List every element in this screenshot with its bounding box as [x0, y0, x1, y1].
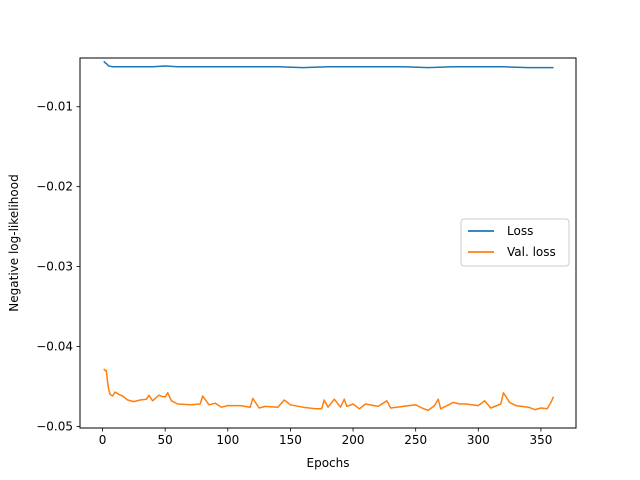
x-tick-label: 150	[279, 433, 302, 447]
series-layer	[103, 60, 555, 412]
y-tick-label: −0.02	[36, 180, 73, 194]
x-tick-label: 250	[404, 433, 427, 447]
series-line-loss	[103, 60, 554, 69]
y-tick-label: −0.04	[36, 339, 73, 353]
y-tick-label: −0.01	[36, 100, 73, 114]
y-axis: −0.05 −0.04 −0.03 −0.02 −0.01	[36, 100, 80, 433]
axes-frame	[79, 57, 577, 429]
y-tick-label: −0.03	[36, 260, 73, 274]
x-axis: 0 50 100 150 200 250 300 350	[99, 428, 552, 447]
series-line-val-loss	[103, 368, 555, 412]
x-tick-label: 100	[216, 433, 239, 447]
x-tick-label: 200	[342, 433, 365, 447]
y-axis-label: Negative log-likelihood	[7, 174, 21, 311]
x-tick-label: 50	[158, 433, 173, 447]
y-tick-label: −0.05	[36, 419, 73, 433]
legend: Loss Val. loss	[460, 218, 570, 267]
x-tick-label: 300	[467, 433, 490, 447]
x-axis-label: Epochs	[307, 456, 350, 470]
x-tick-label: 350	[529, 433, 552, 447]
x-tick-label: 0	[99, 433, 107, 447]
legend-label-loss: Loss	[507, 224, 533, 238]
legend-label-val-loss: Val. loss	[507, 245, 556, 259]
